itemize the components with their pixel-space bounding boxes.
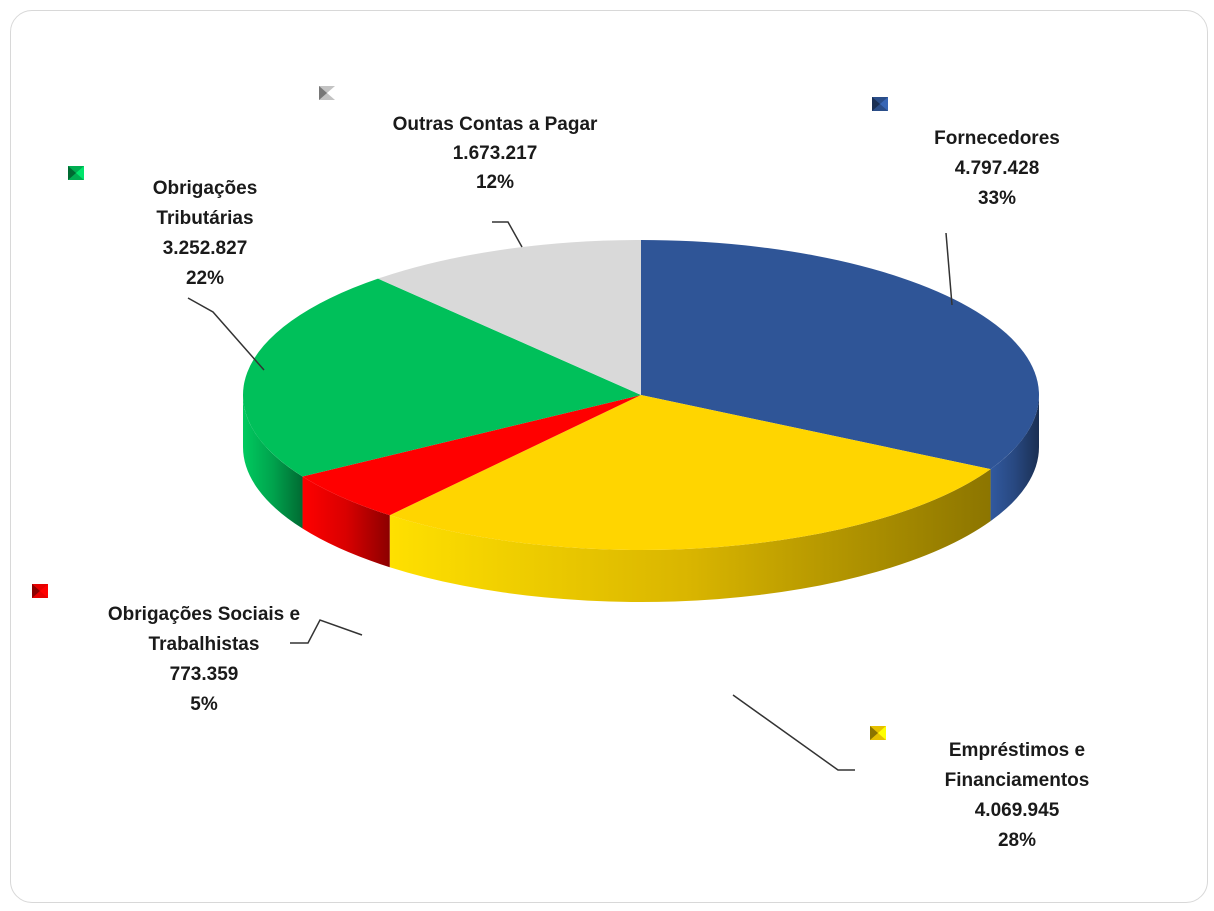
slice-fornecedores (641, 240, 1039, 470)
data-label-line: 12% (476, 172, 514, 193)
legend-marker-outras-contas-a-pagar (319, 86, 335, 100)
leader-line-fornecedores (945, 232, 953, 306)
data-label-outras-contas-a-pagar: Outras Contas a Pagar 1.673.217 12% (393, 114, 598, 193)
data-label-line: 5% (190, 694, 218, 715)
data-label-fornecedores: Fornecedores 4.797.428 33% (934, 128, 1060, 209)
data-label-line: 3.252.827 (163, 238, 248, 259)
slice-emprestimos-e-financiamentos (389, 395, 991, 550)
data-label-line: Fornecedores (934, 128, 1060, 149)
data-label-line: Tributárias (156, 208, 253, 229)
data-label-line: Obrigações (153, 178, 258, 199)
slice-side-emprestimos-e-financiamentos (389, 469, 991, 602)
slice-obrigacoes-tributarias (243, 278, 641, 477)
leader-line-obrigacoes-sociais-e-trabalhistas (290, 619, 363, 644)
data-label-line: 1.673.217 (453, 143, 538, 164)
data-label-line: 22% (186, 268, 224, 289)
data-label-line: 4.797.428 (955, 158, 1040, 179)
leader-line-obrigacoes-tributarias (187, 297, 265, 371)
data-label-emprestimos-e-financiamentos: Empréstimos e Financiamentos 4.069.945 28% (945, 740, 1090, 851)
data-label-line: Trabalhistas (149, 634, 260, 655)
slice-side-fornecedores (990, 395, 1039, 522)
slice-outras-contas-a-pagar (378, 240, 641, 395)
data-label-line: Obrigações Sociais e (108, 604, 300, 625)
data-label-line: Outras Contas a Pagar (393, 114, 598, 135)
data-label-line: Empréstimos e (949, 740, 1085, 761)
data-label-line: 33% (978, 188, 1016, 209)
leader-line-emprestimos-e-financiamentos (732, 694, 855, 771)
data-label-line: 773.359 (170, 664, 239, 685)
slice-side-obrigacoes-sociais-e-trabalhistas (302, 476, 390, 568)
legend-marker-obrigacoes-sociais-e-trabalhistas (32, 584, 48, 598)
slice-side-obrigacoes-tributarias (243, 395, 303, 529)
legend-marker-obrigacoes-tributarias (68, 166, 84, 180)
data-label-line: 28% (998, 830, 1036, 851)
slice-obrigacoes-sociais-e-trabalhistas (302, 395, 641, 516)
data-label-line: 4.069.945 (975, 800, 1060, 821)
data-label-obrigacoes-sociais-e-trabalhistas: Obrigações Sociais e Trabalhistas 773.359 5… (108, 604, 300, 715)
legend-marker-fornecedores (872, 97, 888, 111)
legend-marker-emprestimos-e-financiamentos (870, 726, 886, 740)
data-label-obrigacoes-tributarias: Obrigações Tributárias 3.252.827 22% (153, 178, 258, 289)
data-label-line: Financiamentos (945, 770, 1090, 791)
leader-line-outras-contas-a-pagar (492, 221, 523, 248)
